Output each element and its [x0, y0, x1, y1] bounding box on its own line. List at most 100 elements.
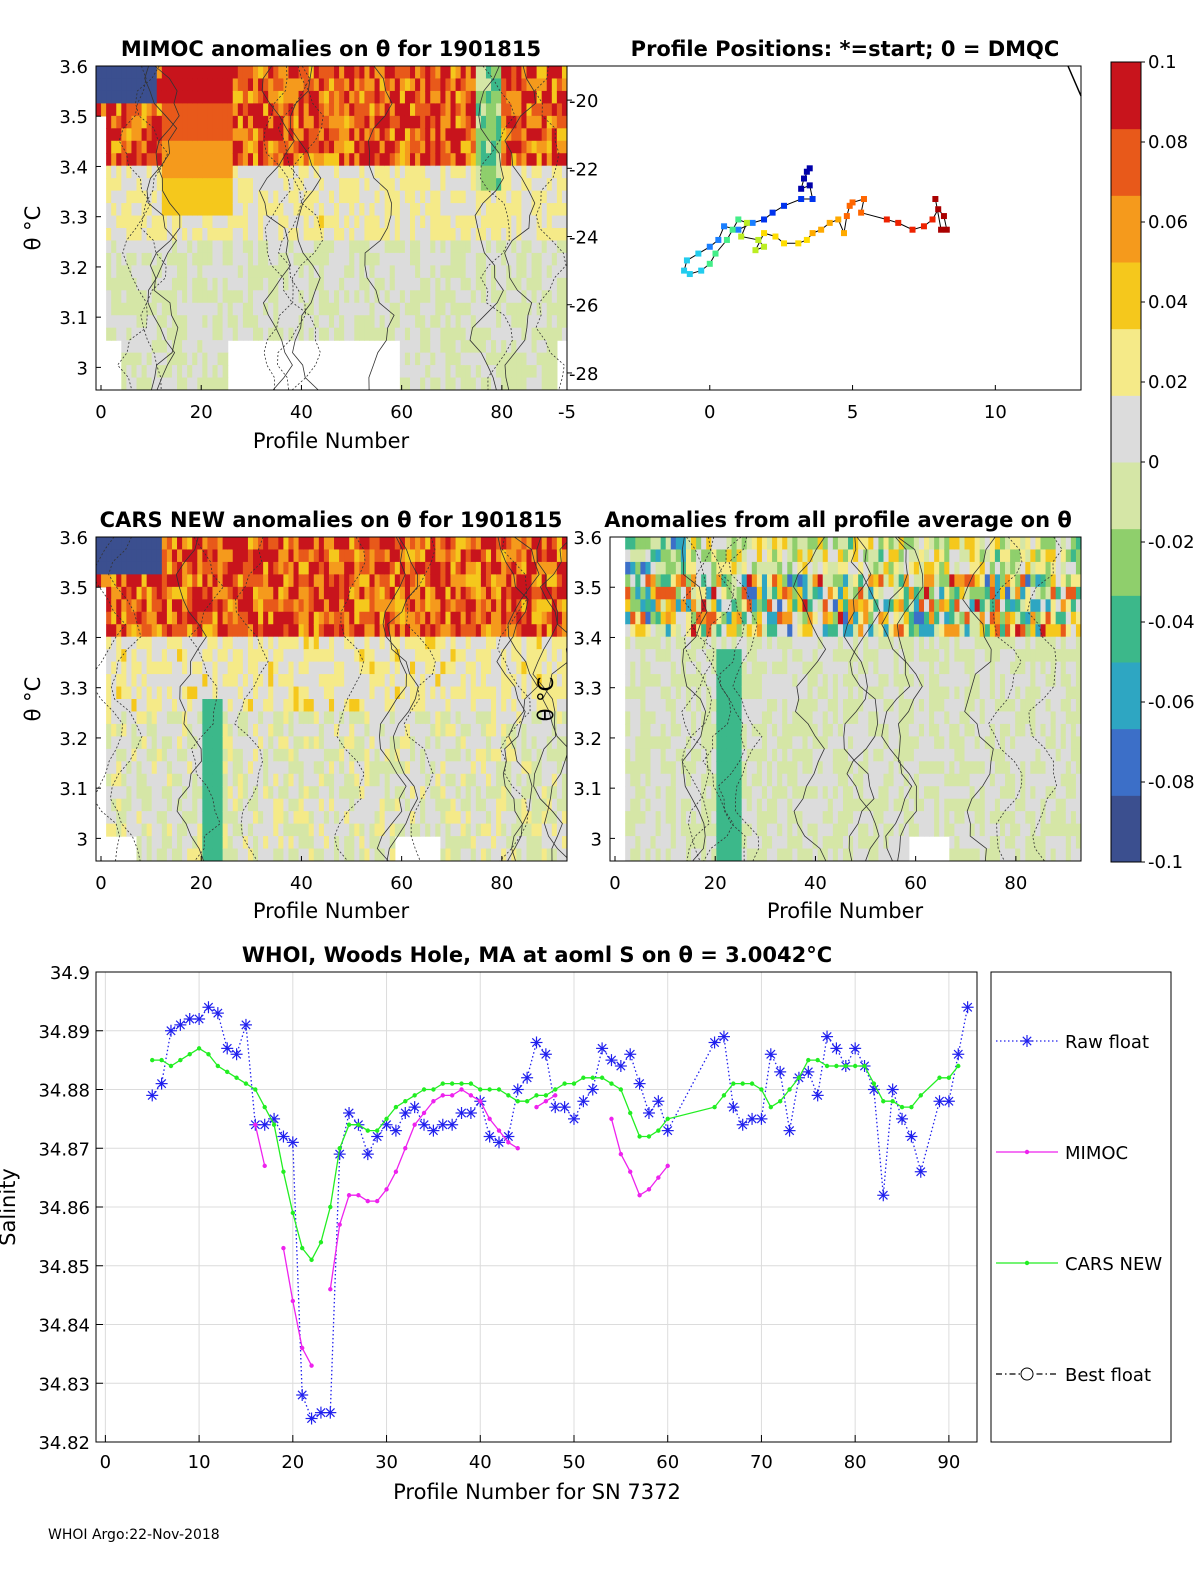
heatmap-cell [141, 549, 148, 563]
heatmap-cell [121, 674, 127, 688]
heatmap-cell [650, 761, 657, 775]
heatmap-cell [625, 586, 631, 600]
heatmap-cell [536, 215, 543, 229]
heatmap-cell [430, 686, 436, 700]
heatmap-cell [399, 365, 406, 379]
heatmap-cell [121, 823, 127, 837]
heatmap-cell [227, 290, 234, 304]
heatmap-cell [460, 636, 467, 650]
heatmap-cell [303, 761, 310, 775]
heatmap-cell [339, 302, 345, 316]
heatmap-cell [273, 240, 279, 254]
heatmap-cell [635, 674, 641, 688]
heatmap-cell [344, 674, 350, 688]
heatmap-cell [480, 302, 487, 316]
heatmap-cell [182, 723, 188, 737]
heatmap-cell [650, 674, 657, 688]
heatmap-cell [645, 748, 652, 762]
heatmap-cell [475, 377, 482, 390]
heatmap-cell [359, 315, 366, 329]
heatmap-cell [293, 836, 300, 850]
heatmap-cell [339, 561, 345, 575]
heatmap-cell [389, 723, 396, 737]
heatmap-cell [247, 327, 254, 341]
heatmap-cell [227, 686, 234, 700]
heatmap-cell [650, 823, 657, 837]
heatmap-cell [313, 228, 320, 242]
heatmap-cell [384, 599, 391, 613]
heatmap-cell [501, 636, 507, 650]
heatmap-cell [258, 798, 264, 812]
heatmap-cell [455, 649, 462, 663]
heatmap-cell [334, 78, 340, 92]
contour-line [386, 537, 419, 861]
heatmap-cell [425, 327, 431, 341]
heatmap-cell [349, 836, 355, 850]
heatmap-cell [435, 723, 441, 737]
heatmap-cell [298, 561, 305, 575]
heatmap-cell [339, 761, 345, 775]
heatmap-cell [344, 240, 350, 254]
heatmap-cell [136, 265, 143, 279]
heatmap-cell [131, 561, 138, 575]
heatmap-cell [630, 674, 636, 688]
heatmap-cell [339, 290, 345, 304]
heatmap-cell [268, 636, 274, 650]
heatmap-cell [166, 798, 173, 812]
heatmap-cell [410, 574, 416, 588]
heatmap-cell [101, 90, 107, 104]
heatmap-cell [106, 586, 112, 600]
heatmap-cell [339, 649, 345, 663]
heatmap-cell [217, 302, 224, 316]
heatmap-cell [526, 90, 533, 104]
heatmap-cell [96, 78, 102, 92]
heatmap-cell [146, 711, 153, 725]
heatmap-cell [450, 836, 457, 850]
heatmap-cell [253, 699, 259, 713]
heatmap-cell [161, 599, 168, 613]
heatmap-cell [450, 315, 457, 329]
heatmap-cell [561, 66, 567, 80]
heatmap-cell [354, 798, 360, 812]
heatmap-cell [455, 586, 462, 600]
profile-position-marker [769, 209, 776, 216]
heatmap-cell [141, 636, 148, 650]
heatmap-cell [445, 165, 452, 179]
heatmap-cell [111, 686, 117, 700]
heatmap-cell [146, 823, 153, 837]
heatmap-cell [247, 103, 254, 117]
heatmap-cell [465, 240, 472, 254]
heatmap-cell [450, 128, 457, 142]
heatmap-cell [339, 215, 345, 229]
heatmap-cell [511, 674, 517, 688]
heatmap-cell [440, 302, 447, 316]
heatmap-cell [344, 66, 350, 80]
heatmap-cell [136, 736, 143, 750]
heatmap-cell [480, 128, 487, 142]
heatmap-cell [242, 674, 249, 688]
heatmap-cell [151, 723, 158, 737]
heatmap-cell [293, 90, 300, 104]
heatmap-cell [536, 190, 543, 204]
heatmap-cell [501, 215, 507, 229]
heatmap-cell [283, 128, 290, 142]
heatmap-cell [440, 115, 447, 129]
heatmap-cell [670, 611, 677, 625]
heatmap-cell [374, 811, 381, 825]
heatmap-cell [258, 252, 264, 266]
heatmap-cell [349, 636, 355, 650]
heatmap-cell [131, 699, 138, 713]
heatmap-cell [217, 240, 224, 254]
heatmap-cell [339, 203, 345, 217]
heatmap-cell [339, 165, 345, 179]
heatmap-cell [303, 823, 310, 837]
heatmap-cell [293, 128, 300, 142]
heatmap-cell [496, 365, 502, 379]
heatmap-cell [399, 711, 406, 725]
heatmap-cell [480, 190, 487, 204]
heatmap-cell [506, 811, 512, 825]
heatmap-cell [536, 352, 543, 366]
heatmap-cell [506, 561, 512, 575]
heatmap-cell [506, 153, 512, 167]
heatmap-cell [389, 736, 396, 750]
